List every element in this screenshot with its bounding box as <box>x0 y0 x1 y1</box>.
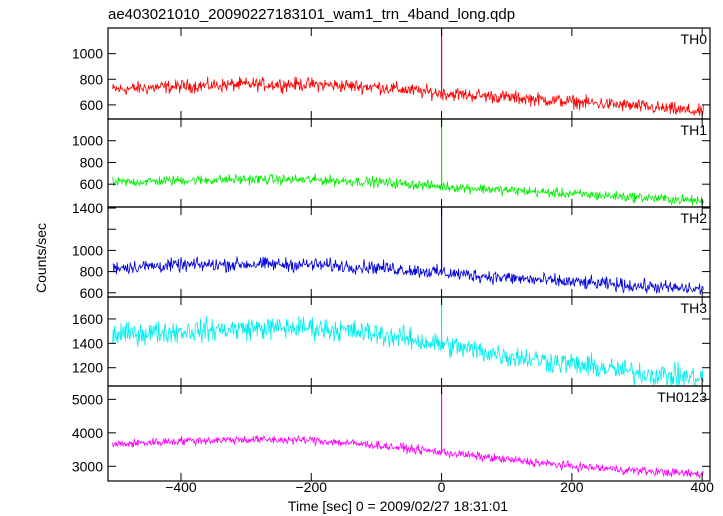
panel-th0123: 3000 4000 5000 TH0123 <box>72 385 711 482</box>
panels-group: 600 800 1000 TH0 600 800 1000 TH1 600 800 1000 1400… <box>72 27 711 482</box>
y-tick-label: 5000 <box>72 391 103 407</box>
x-tick-label: −200 <box>295 479 327 495</box>
panel-label-th2: TH2 <box>681 210 708 226</box>
light-curve-th1 <box>112 173 704 206</box>
y-tick-label: 1400 <box>72 335 103 351</box>
y-tick-label: 3000 <box>72 458 103 474</box>
y-tick-label: 1000 <box>72 133 103 149</box>
y-axis-label: Counts/sec <box>33 223 49 293</box>
y-tick-label: 1000 <box>72 242 103 258</box>
light-curve-th2 <box>112 256 704 295</box>
y-tick-label: 1600 <box>72 311 103 327</box>
panel-label-th0: TH0 <box>681 31 708 47</box>
y-tick-label: 600 <box>80 97 104 113</box>
panel-label-th3: TH3 <box>681 300 708 316</box>
y-tick-label: 1000 <box>72 46 103 62</box>
y-tick-label: 600 <box>80 176 104 192</box>
panel-th3: 1200 1400 1600 TH3 <box>72 296 711 387</box>
y-tick-label: 800 <box>80 264 104 280</box>
chart-title: ae403021010_20090227183101_wam1_trn_4ban… <box>108 6 515 23</box>
x-tick-label: 400 <box>691 479 715 495</box>
x-tick-label: 200 <box>560 479 584 495</box>
x-axis: −400 −200 0 200 400 <box>165 479 714 495</box>
y-tick-label: 800 <box>80 154 104 170</box>
y-tick-label: 1200 <box>72 360 103 376</box>
light-curve-th3 <box>112 316 704 387</box>
panel-label-th0123: TH0123 <box>657 389 707 405</box>
x-tick-label: 0 <box>438 479 446 495</box>
y-tick-label: 1400 <box>72 200 103 216</box>
panel-th0: 600 800 1000 TH0 <box>72 27 711 120</box>
panel-th1: 600 800 1000 TH1 <box>72 118 711 208</box>
panel-frame <box>107 385 711 482</box>
y-tick-label: 800 <box>80 71 104 87</box>
x-tick-label: −400 <box>165 479 197 495</box>
y-tick-label: 4000 <box>72 425 103 441</box>
panel-th2: 600 800 1000 1400 TH2 <box>72 200 711 301</box>
light-curve-th0123 <box>112 435 704 480</box>
y-tick-label: 600 <box>80 285 104 301</box>
panel-frame <box>107 118 711 208</box>
panel-label-th1: TH1 <box>681 122 708 138</box>
x-axis-label: Time [sec] 0 = 2009/02/27 18:31:01 <box>288 498 508 514</box>
panel-frame <box>107 206 711 298</box>
light-curve-th0 <box>112 76 704 116</box>
